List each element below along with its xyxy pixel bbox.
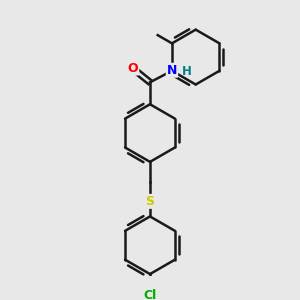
- Text: N: N: [167, 64, 177, 77]
- Text: H: H: [182, 65, 192, 78]
- Text: Cl: Cl: [143, 289, 157, 300]
- Text: O: O: [128, 61, 138, 74]
- Text: S: S: [146, 195, 154, 208]
